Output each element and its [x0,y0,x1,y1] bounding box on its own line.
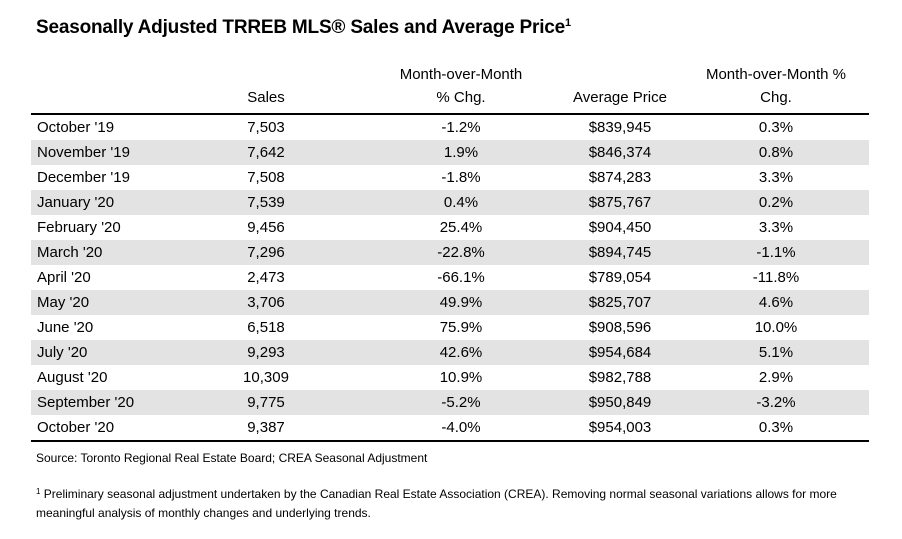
table-row: January '20 7,539 0.4% $875,767 0.2% [31,190,869,215]
mom-price-cell: 4.6% [758,294,794,311]
sales-cell: 9,456 [247,219,285,236]
header-mom-price-line2: Chg. [760,89,792,106]
mom-sales-cell: -5.2% [441,394,481,411]
table-row: May '20 3,706 49.9% $825,707 4.6% [31,290,869,315]
mom-sales-cell: 75.9% [439,319,483,336]
mom-price-cell: 0.3% [758,119,794,136]
avg-price-cell: $846,374 [588,144,652,161]
title-footnote-marker: 1 [565,17,571,29]
avg-price-cell: $982,788 [588,369,652,386]
header-mom-sales-line1: Month-over-Month [399,66,523,83]
month-cell: July '20 [37,344,88,361]
month-cell: August '20 [37,369,108,386]
header-mom-sales: Month-over-Month % Chg. [361,63,561,109]
table-row: December '19 7,508 -1.8% $874,283 3.3% [31,165,869,190]
sales-cell: 7,642 [247,144,285,161]
table-header: Sales Month-over-Month % Chg. Average Pr… [31,66,869,113]
avg-price-cell: $875,767 [588,194,652,211]
header-rule [31,113,869,115]
mom-sales-cell: 42.6% [439,344,483,361]
mom-price-cell: 0.3% [758,419,794,436]
sales-cell: 9,293 [247,344,285,361]
header-avg-price: Average Price [573,89,667,106]
sales-price-table: Sales Month-over-Month % Chg. Average Pr… [31,66,869,442]
mom-sales-cell: 49.9% [439,294,483,311]
month-cell: September '20 [37,394,135,411]
table-row: November '19 7,642 1.9% $846,374 0.8% [31,140,869,165]
header-mom-price: Month-over-Month % Chg. [686,63,866,109]
avg-price-cell: $954,684 [588,344,652,361]
mom-price-cell: 0.8% [758,144,794,161]
avg-price-cell: $789,054 [588,269,652,286]
mom-sales-cell: -66.1% [437,269,485,286]
avg-price-cell: $908,596 [588,319,652,336]
avg-price-cell: $839,945 [588,119,652,136]
month-cell: November '19 [37,144,130,161]
title-text: Seasonally Adjusted TRREB MLS® Sales and… [36,17,566,38]
mom-price-cell: -3.2% [756,394,796,411]
month-cell: March '20 [37,244,103,261]
mom-price-cell: 3.3% [758,219,794,236]
month-cell: January '20 [37,194,115,211]
footnote-marker: 1 [36,487,41,496]
avg-price-cell: $904,450 [588,219,652,236]
sales-cell: 7,508 [247,169,285,186]
mom-sales-cell: -22.8% [437,244,485,261]
bottom-rule [31,440,869,442]
sales-cell: 7,503 [247,119,285,136]
header-mom-sales-line2: % Chg. [436,89,486,106]
page-title: Seasonally Adjusted TRREB MLS® Sales and… [36,17,571,39]
month-cell: February '20 [37,219,121,236]
mom-price-cell: 5.1% [758,344,794,361]
avg-price-cell: $954,003 [588,419,652,436]
mom-sales-cell: 25.4% [439,219,483,236]
table-row: September '20 9,775 -5.2% $950,849 -3.2% [31,390,869,415]
avg-price-cell: $825,707 [588,294,652,311]
table-row: October '20 9,387 -4.0% $954,003 0.3% [31,415,869,440]
month-cell: October '20 [37,419,115,436]
table-row: June '20 6,518 75.9% $908,596 10.0% [31,315,869,340]
mom-price-cell: -1.1% [756,244,796,261]
sales-cell: 2,473 [247,269,285,286]
sales-cell: 6,518 [247,319,285,336]
month-cell: October '19 [37,119,115,136]
table-row: August '20 10,309 10.9% $982,788 2.9% [31,365,869,390]
mom-price-cell: 2.9% [758,369,794,386]
sales-cell: 9,775 [247,394,285,411]
table-body: October '19 7,503 -1.2% $839,945 0.3% Novembe… [31,115,869,440]
mom-price-cell: 10.0% [754,319,798,336]
table-row: March '20 7,296 -22.8% $894,745 -1.1% [31,240,869,265]
month-cell: May '20 [37,294,90,311]
sales-cell: 7,539 [247,194,285,211]
source-note: Source: Toronto Regional Real Estate Boa… [36,451,428,465]
month-cell: June '20 [37,319,94,336]
sales-cell: 9,387 [247,419,285,436]
mom-price-cell: -11.8% [752,269,800,286]
avg-price-cell: $950,849 [588,394,652,411]
header-sales: Sales [247,89,285,106]
sales-cell: 3,706 [247,294,285,311]
mom-sales-cell: -1.2% [441,119,481,136]
sales-cell: 10,309 [243,369,289,386]
mom-price-cell: 3.3% [758,169,794,186]
table-row: April '20 2,473 -66.1% $789,054 -11.8% [31,265,869,290]
footnote: 1 Preliminary seasonal adjustment undert… [36,482,866,523]
sales-cell: 7,296 [247,244,285,261]
avg-price-cell: $894,745 [588,244,652,261]
mom-sales-cell: -4.0% [441,419,481,436]
mom-sales-cell: -1.8% [441,169,481,186]
month-cell: April '20 [37,269,91,286]
avg-price-cell: $874,283 [588,169,652,186]
header-mom-price-line1: Month-over-Month % [705,66,847,83]
month-cell: December '19 [37,169,130,186]
mom-sales-cell: 1.9% [443,144,479,161]
mom-sales-cell: 10.9% [439,369,483,386]
table-row: July '20 9,293 42.6% $954,684 5.1% [31,340,869,365]
table-row: February '20 9,456 25.4% $904,450 3.3% [31,215,869,240]
mom-sales-cell: 0.4% [443,194,479,211]
mom-price-cell: 0.2% [758,194,794,211]
footnote-text: Preliminary seasonal adjustment undertak… [36,487,837,520]
table-row: October '19 7,503 -1.2% $839,945 0.3% [31,115,869,140]
